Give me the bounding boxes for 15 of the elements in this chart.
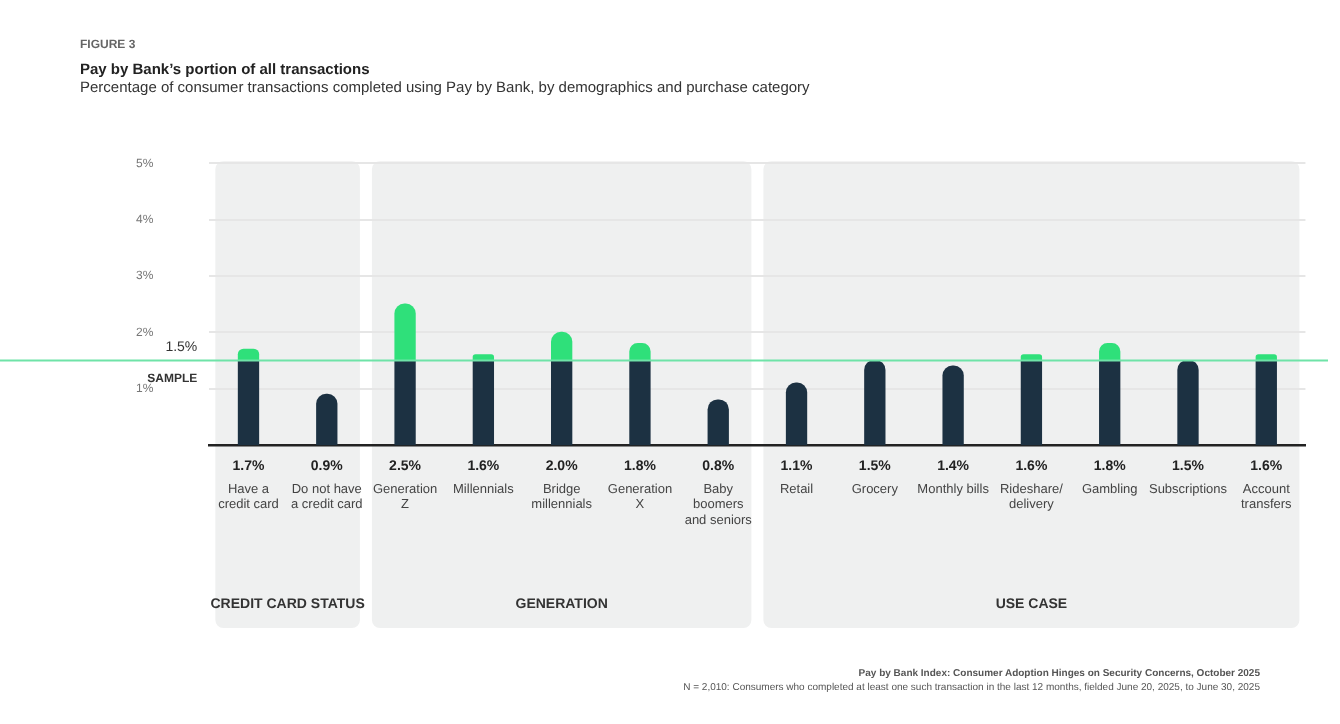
bar xyxy=(237,359,260,446)
bar xyxy=(1255,359,1277,446)
bar xyxy=(864,359,886,446)
bar xyxy=(551,359,573,446)
bar xyxy=(1020,359,1043,446)
bar xyxy=(394,359,416,446)
bar xyxy=(1099,359,1121,446)
bar xyxy=(785,382,808,446)
bar xyxy=(394,303,416,362)
bar xyxy=(707,399,729,446)
bar xyxy=(472,359,495,446)
bar xyxy=(629,359,651,446)
bar xyxy=(942,365,964,446)
bar xyxy=(316,393,338,446)
bar xyxy=(1177,359,1199,446)
